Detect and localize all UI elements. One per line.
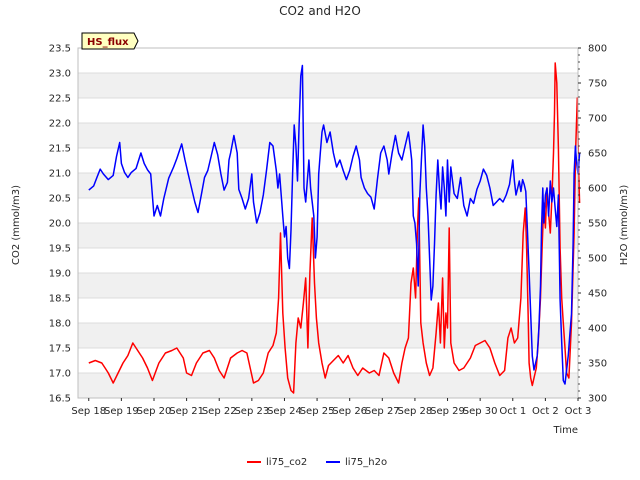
y-right-tick-label: 400 xyxy=(588,324,607,335)
y-right-tick-label: 650 xyxy=(588,149,607,160)
legend-item-h2o[interactable]: li75_h2o xyxy=(326,457,387,468)
y-right-tick-label: 700 xyxy=(588,114,607,125)
x-tick-label: Sep 22 xyxy=(202,406,237,417)
y-left-tick-label: 22.0 xyxy=(49,119,71,130)
x-tick-label: Sep 24 xyxy=(267,406,302,417)
y-left-tick-label: 22.5 xyxy=(49,94,71,105)
background-band xyxy=(78,73,578,98)
y-right-tick-label: 800 xyxy=(588,44,607,55)
x-tick-label: Sep 23 xyxy=(234,406,269,417)
y-right-tick-label: 600 xyxy=(588,184,607,195)
y-left-tick-label: 23.5 xyxy=(49,44,71,55)
x-axis-title: Time xyxy=(553,425,578,436)
y-right-tick-label: 550 xyxy=(588,219,607,230)
y-left-tick-label: 21.5 xyxy=(49,144,71,155)
y-left-tick-label: 20.0 xyxy=(49,219,71,230)
x-tick-label: Oct 1 xyxy=(499,406,526,417)
y-left-tick-label: 20.5 xyxy=(49,194,71,205)
x-tick-label: Sep 21 xyxy=(169,406,204,417)
x-tick-label: Oct 3 xyxy=(565,406,592,417)
y-left-tick-label: 21.0 xyxy=(49,169,71,180)
legend: li75_co2 li75_h2o xyxy=(247,457,387,468)
y-right-tick-label: 300 xyxy=(588,394,607,405)
background-band xyxy=(78,273,578,298)
y-axis-right-title: H2O (mmol/m3) xyxy=(619,185,630,266)
y-left-tick-label: 19.0 xyxy=(49,269,71,280)
y-axis-left-title: CO2 (mmol/m3) xyxy=(11,185,22,265)
x-tick-label: Sep 30 xyxy=(463,406,498,417)
legend-label-co2: li75_co2 xyxy=(266,457,307,468)
y-right-tick-label: 500 xyxy=(588,254,607,265)
y-left-tick-label: 18.0 xyxy=(49,319,71,330)
y-left-tick-label: 23.0 xyxy=(49,69,71,80)
hs-flux-badge: HS_flux xyxy=(81,32,139,50)
y-left-tick-label: 19.5 xyxy=(49,244,71,255)
background-band xyxy=(78,123,578,148)
x-tick-label: Sep 29 xyxy=(430,406,465,417)
background-band xyxy=(78,173,578,198)
legend-label-h2o: li75_h2o xyxy=(345,457,387,468)
x-tick-label: Sep 19 xyxy=(104,406,139,417)
y-left-tick-label: 18.5 xyxy=(49,294,71,305)
y-right-tick-label: 350 xyxy=(588,359,607,370)
badge-text: HS_flux xyxy=(87,37,129,48)
series-line-li75_h2o xyxy=(88,64,581,385)
y-right-tick-label: 450 xyxy=(588,289,607,300)
x-tick-label: Sep 26 xyxy=(332,406,367,417)
series-layer xyxy=(88,62,581,394)
y-left-tick-label: 17.5 xyxy=(49,344,71,355)
background-band xyxy=(78,373,578,398)
y-right-tick-label: 750 xyxy=(588,79,607,90)
x-tick-label: Sep 25 xyxy=(300,406,335,417)
background-band xyxy=(78,223,578,248)
y-left-tick-label: 17.0 xyxy=(49,369,71,380)
x-tick-label: Sep 20 xyxy=(137,406,172,417)
right-axis: 300 350 400 450 500 550 600 650 700 750 800 xyxy=(578,44,607,405)
x-tick-label: Sep 18 xyxy=(71,406,106,417)
y-left-tick-label: 16.5 xyxy=(49,394,71,405)
background-band xyxy=(78,323,578,348)
x-tick-label: Oct 2 xyxy=(532,406,559,417)
chart-title: CO2 and H2O xyxy=(279,4,361,18)
x-tick-label: Sep 27 xyxy=(365,406,400,417)
left-axis: 16.5 17.0 17.5 18.0 18.5 19.0 19.5 20.0 20.5 21.0… xyxy=(49,44,71,405)
legend-item-co2[interactable]: li75_co2 xyxy=(247,457,307,468)
x-tick-label: Sep 28 xyxy=(398,406,433,417)
